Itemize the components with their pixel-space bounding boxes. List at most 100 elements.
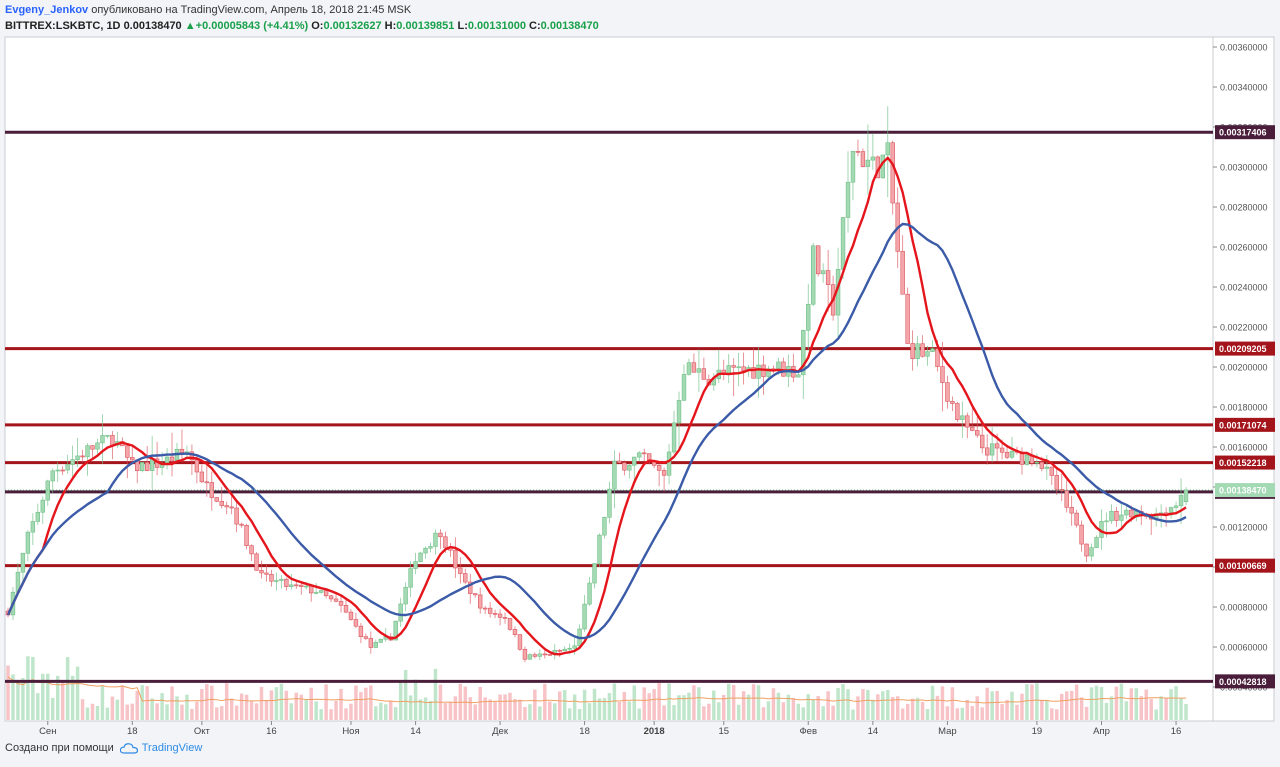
- price-axis[interactable]: [1212, 36, 1275, 722]
- candle[interactable]: [224, 501, 229, 515]
- candle[interactable]: [820, 263, 826, 283]
- candle[interactable]: [249, 544, 254, 561]
- candle[interactable]: [373, 639, 379, 649]
- candle[interactable]: [845, 151, 851, 233]
- candle[interactable]: [741, 352, 746, 385]
- candle[interactable]: [512, 626, 518, 638]
- candle[interactable]: [234, 501, 239, 533]
- candle[interactable]: [850, 150, 856, 201]
- candle[interactable]: [1109, 504, 1114, 524]
- candle[interactable]: [612, 450, 617, 509]
- candle[interactable]: [408, 561, 413, 597]
- candle[interactable]: [1044, 454, 1050, 480]
- candle[interactable]: [130, 446, 135, 465]
- candle[interactable]: [527, 653, 533, 660]
- plot-area[interactable]: [4, 36, 1214, 722]
- candle[interactable]: [1049, 466, 1054, 485]
- candle[interactable]: [438, 529, 443, 549]
- candle[interactable]: [622, 460, 627, 476]
- candle[interactable]: [691, 353, 697, 373]
- candle[interactable]: [199, 464, 205, 484]
- candle[interactable]: [1064, 477, 1069, 513]
- candle[interactable]: [318, 590, 324, 594]
- candle[interactable]: [284, 577, 289, 591]
- candle[interactable]: [497, 609, 503, 626]
- candle[interactable]: [328, 595, 334, 603]
- candle[interactable]: [75, 437, 80, 468]
- candle[interactable]: [731, 358, 736, 397]
- candle[interactable]: [60, 466, 65, 475]
- candle[interactable]: [815, 245, 821, 277]
- candle[interactable]: [55, 461, 60, 483]
- candle[interactable]: [105, 435, 110, 439]
- candle[interactable]: [35, 503, 41, 525]
- candle[interactable]: [642, 448, 647, 462]
- candle[interactable]: [100, 414, 105, 464]
- candle[interactable]: [259, 560, 264, 579]
- candle[interactable]: [736, 352, 741, 387]
- candle[interactable]: [825, 249, 831, 312]
- candle[interactable]: [522, 646, 528, 663]
- candle[interactable]: [870, 133, 876, 170]
- candle[interactable]: [865, 124, 871, 195]
- candle[interactable]: [274, 572, 279, 591]
- candle[interactable]: [751, 347, 756, 379]
- candle[interactable]: [204, 462, 210, 497]
- candle[interactable]: [343, 599, 349, 614]
- candle[interactable]: [85, 443, 90, 476]
- candle[interactable]: [279, 575, 284, 589]
- candle[interactable]: [348, 609, 354, 621]
- candle[interactable]: [468, 573, 473, 604]
- candle[interactable]: [681, 364, 687, 401]
- candle[interactable]: [900, 235, 905, 295]
- candle[interactable]: [294, 580, 299, 589]
- candle[interactable]: [1183, 487, 1189, 505]
- candle[interactable]: [1084, 543, 1089, 562]
- candle[interactable]: [244, 523, 249, 550]
- candle[interactable]: [492, 609, 498, 619]
- candle[interactable]: [1119, 504, 1124, 528]
- candle[interactable]: [547, 653, 552, 656]
- candle[interactable]: [1173, 501, 1179, 513]
- candle[interactable]: [189, 444, 195, 475]
- candle[interactable]: [269, 569, 274, 587]
- candle[interactable]: [617, 452, 622, 464]
- candle[interactable]: [597, 533, 602, 568]
- candle[interactable]: [90, 444, 95, 459]
- candle[interactable]: [413, 552, 418, 575]
- candle[interactable]: [1024, 452, 1030, 466]
- candle[interactable]: [254, 552, 259, 571]
- candle[interactable]: [194, 456, 200, 484]
- candle[interactable]: [661, 467, 667, 492]
- candle[interactable]: [945, 375, 950, 409]
- candle[interactable]: [363, 633, 369, 641]
- candle[interactable]: [562, 646, 567, 652]
- candle[interactable]: [433, 529, 438, 555]
- candle[interactable]: [458, 557, 463, 584]
- candle[interactable]: [358, 622, 364, 644]
- candle[interactable]: [338, 594, 344, 613]
- candle[interactable]: [980, 421, 985, 454]
- candle[interactable]: [950, 396, 955, 412]
- candle[interactable]: [453, 537, 458, 578]
- author-link[interactable]: Evgeny_Jenkov: [5, 4, 89, 16]
- candle[interactable]: [557, 648, 562, 658]
- candle[interactable]: [582, 594, 587, 632]
- candle[interactable]: [811, 242, 816, 307]
- candle[interactable]: [418, 551, 423, 563]
- candle[interactable]: [70, 445, 75, 479]
- candle[interactable]: [686, 358, 692, 376]
- candle[interactable]: [353, 612, 359, 629]
- candle[interactable]: [398, 597, 403, 627]
- candle[interactable]: [925, 345, 930, 366]
- candle[interactable]: [1074, 509, 1079, 528]
- candle[interactable]: [602, 516, 607, 539]
- candle[interactable]: [1089, 543, 1094, 561]
- tradingview-link[interactable]: TradingView: [119, 742, 202, 754]
- candle[interactable]: [1054, 467, 1059, 495]
- candle[interactable]: [25, 530, 31, 562]
- candle[interactable]: [80, 449, 85, 463]
- candle[interactable]: [502, 612, 508, 624]
- candle[interactable]: [95, 438, 100, 455]
- candle[interactable]: [960, 401, 965, 438]
